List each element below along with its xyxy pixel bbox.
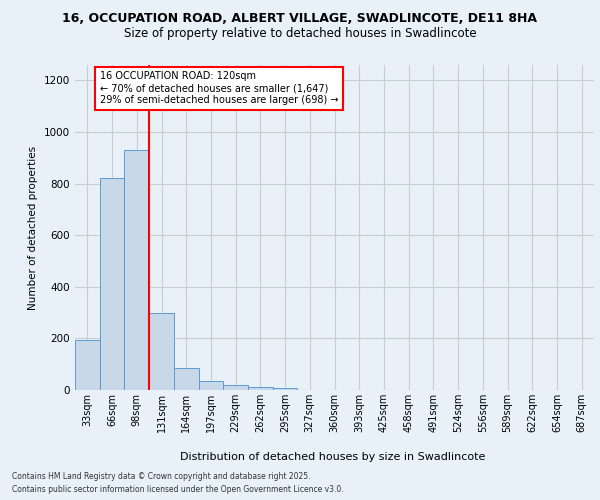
Bar <box>124 150 149 390</box>
Y-axis label: Number of detached properties: Number of detached properties <box>28 146 38 310</box>
Text: 16 OCCUPATION ROAD: 120sqm
← 70% of detached houses are smaller (1,647)
29% of s: 16 OCCUPATION ROAD: 120sqm ← 70% of deta… <box>100 72 338 104</box>
Bar <box>174 368 199 390</box>
Bar <box>273 388 298 390</box>
Text: 16, OCCUPATION ROAD, ALBERT VILLAGE, SWADLINCOTE, DE11 8HA: 16, OCCUPATION ROAD, ALBERT VILLAGE, SWA… <box>62 12 538 26</box>
Bar <box>223 385 248 390</box>
Bar <box>149 312 174 390</box>
Bar <box>199 381 223 390</box>
Bar <box>248 386 273 390</box>
Text: Size of property relative to detached houses in Swadlincote: Size of property relative to detached ho… <box>124 28 476 40</box>
Bar <box>75 340 100 390</box>
Bar <box>100 178 124 390</box>
Text: Distribution of detached houses by size in Swadlincote: Distribution of detached houses by size … <box>181 452 485 462</box>
Text: Contains public sector information licensed under the Open Government Licence v3: Contains public sector information licen… <box>12 485 344 494</box>
Text: Contains HM Land Registry data © Crown copyright and database right 2025.: Contains HM Land Registry data © Crown c… <box>12 472 311 481</box>
